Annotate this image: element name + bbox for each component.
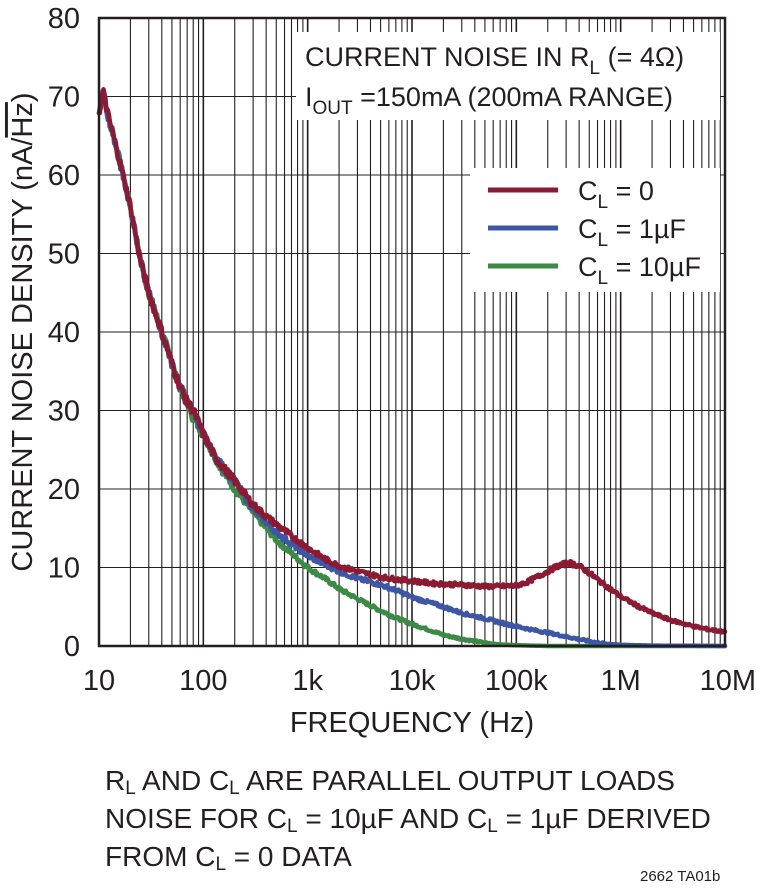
- annotation-background: [296, 32, 720, 120]
- footnote-line-3: FROM CL = 0 DATA: [105, 841, 352, 875]
- y-tick-label: 70: [48, 82, 80, 114]
- legend-label: CL = 0: [578, 176, 654, 213]
- x-tick-label: 10M: [700, 665, 756, 697]
- x-tick-label: 1M: [601, 665, 641, 697]
- x-tick-label: 10k: [389, 665, 436, 697]
- x-tick-label: 1k: [292, 665, 323, 697]
- x-axis-title: FREQUENCY (Hz): [290, 707, 534, 739]
- y-axis-title: CURRENT NOISE DENSITY (nA/Hz): [7, 92, 39, 571]
- annotation-line-1: CURRENT NOISE IN RL (= 4Ω): [305, 42, 684, 79]
- y-tick-label: 80: [48, 3, 80, 35]
- x-tick-label: 100k: [485, 665, 548, 697]
- x-tick-label: 10: [83, 665, 115, 697]
- plot-frame: [97, 16, 727, 648]
- y-tick-label: 0: [64, 631, 80, 663]
- y-tick-label: 30: [48, 396, 80, 428]
- y-tick-label: 40: [48, 317, 80, 349]
- footnote-line-2: NOISE FOR CL = 10µF AND CL = 1µF DERIVED: [105, 803, 711, 837]
- chart-svg: CURRENT NOISE IN RL (= 4Ω) IOUT =150mA (…: [7, 3, 756, 739]
- y-tick-label: 20: [48, 474, 80, 506]
- figure-code: 2662 TA01b: [640, 868, 721, 885]
- footnote: RL AND CL ARE PARALLEL OUTPUT LOADS NOIS…: [105, 762, 711, 876]
- y-tick-label: 50: [48, 239, 80, 271]
- x-tick-label: 100: [179, 665, 227, 697]
- annotation-line-2: IOUT =150mA (200mA RANGE): [305, 82, 673, 119]
- legend-label: CL = 10µF: [578, 252, 701, 289]
- series-line: [96, 87, 728, 635]
- legend-label: CL = 1µF: [578, 214, 686, 251]
- y-tick-label: 60: [48, 160, 80, 192]
- footnote-line-1: RL AND CL ARE PARALLEL OUTPUT LOADS: [105, 765, 675, 799]
- y-tick-label: 10: [48, 553, 80, 585]
